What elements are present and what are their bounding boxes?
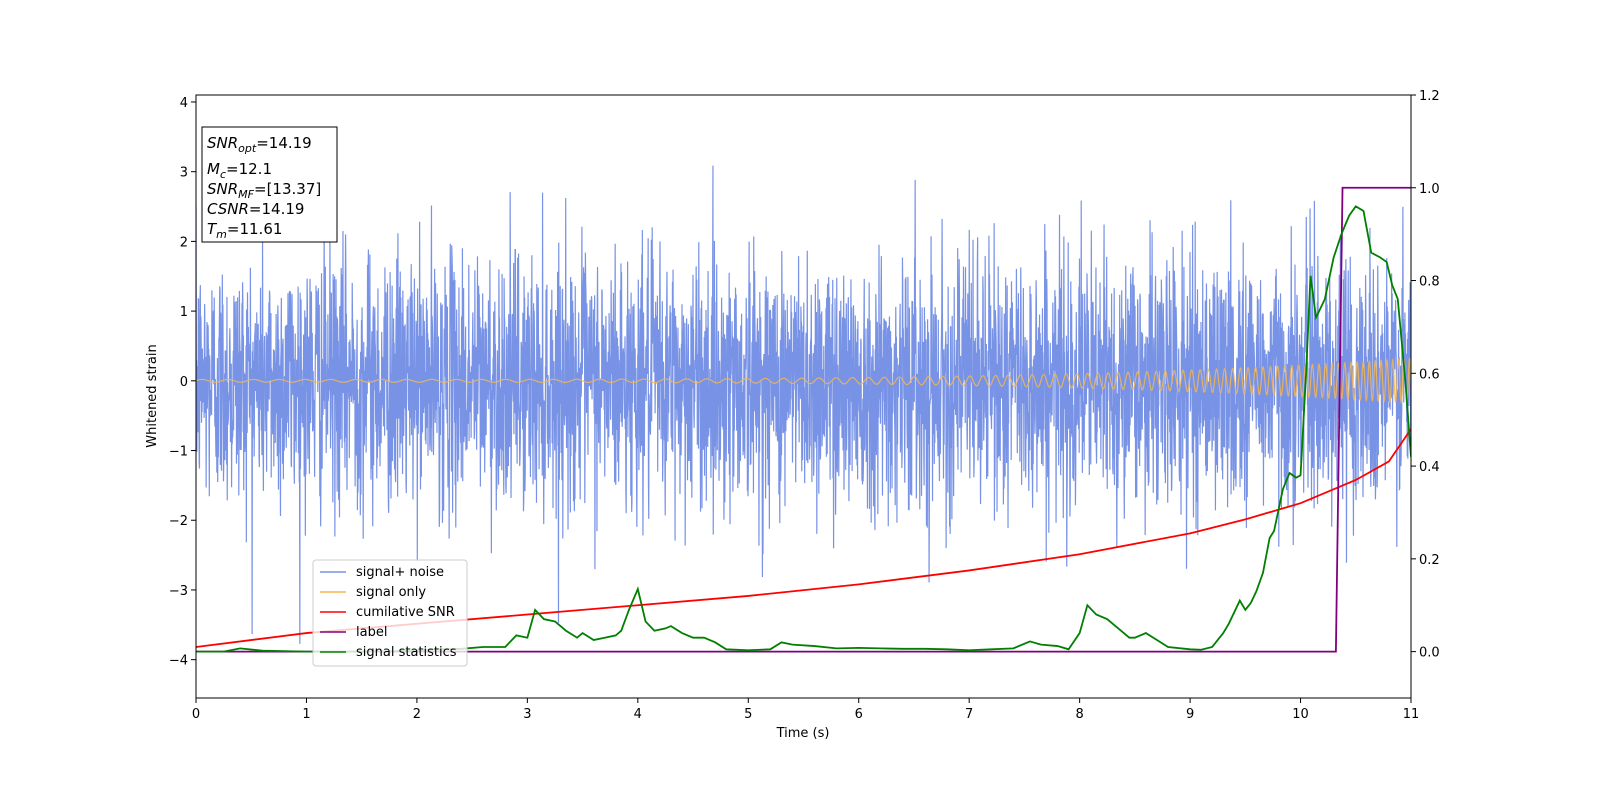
x-tick-label: 0: [192, 707, 200, 722]
legend-label-signal-statistics: signal statistics: [356, 645, 457, 660]
y-left-tick-label: 4: [180, 96, 188, 111]
mc-value: =12.1: [226, 160, 272, 178]
legend-label-cumulative-snr: cumilative SNR: [356, 605, 455, 620]
y-left-tick-label: −1: [169, 445, 188, 460]
y-left-tick-label: −4: [169, 654, 188, 669]
x-tick-label: 6: [855, 707, 863, 722]
y-right-tick-label: 0.2: [1419, 553, 1440, 568]
stats-annotation: SNRopt=14.19 Mc=12.1 SNRMF=[13.37] CSNR=…: [201, 126, 338, 243]
y-right-tick-label: 1.2: [1419, 89, 1440, 104]
series-signal-statistics: [196, 205, 1411, 653]
x-tick-label: 10: [1292, 707, 1309, 722]
plot-frame: [195, 94, 1412, 699]
x-tick-label: 3: [523, 707, 531, 722]
y-axis-right: 0.0 0.2 0.4 0.6 0.8 1.0 1.2: [1411, 89, 1440, 661]
legend-label-signal-only: signal only: [356, 585, 426, 600]
series-signal-only: [196, 357, 1411, 405]
series-label: [196, 186, 1411, 653]
legend-label-label: label: [356, 625, 387, 640]
x-tick-label: 2: [413, 707, 421, 722]
y-axis-left: −4 −3 −2 −1 0 1 2 3 4: [169, 96, 196, 669]
y-left-tick-label: −2: [169, 514, 188, 529]
x-axis-label: Time (s): [776, 726, 830, 741]
x-axis: 0 1 2 3 4 5 6 7 8 9 10 11: [192, 698, 1419, 722]
y-left-tick-label: −3: [169, 584, 188, 599]
y-right-tick-label: 0.8: [1419, 275, 1440, 290]
x-tick-label: 4: [634, 707, 642, 722]
legend-box: [312, 559, 468, 667]
y-left-tick-label: 1: [180, 305, 188, 320]
svg-text:CSNR=14.19: CSNR=14.19: [207, 200, 304, 218]
y-axis-label: Whitened strain: [145, 344, 160, 447]
annotation-box: [201, 126, 338, 243]
csnr-value: =14.19: [249, 200, 305, 218]
legend-label-signal-noise: signal+ noise: [356, 565, 444, 580]
svg-text:Tm=11.61: Tm=11.61: [207, 220, 282, 241]
legend: signal+ noise signal only cumilative SNR…: [312, 559, 468, 667]
y-right-tick-label: 0.6: [1419, 367, 1440, 382]
x-tick-label: 5: [744, 707, 752, 722]
series-signal-noise: [196, 165, 1411, 644]
snr-opt-value: =14.19: [256, 134, 312, 152]
y-right-tick-label: 0.4: [1419, 460, 1440, 475]
snr-mf-value: =[13.37]: [254, 180, 321, 198]
svg-text:SNRMF=[13.37]: SNRMF=[13.37]: [207, 180, 321, 201]
y-right-tick-label: 0.0: [1419, 646, 1440, 661]
y-right-tick-label: 1.0: [1419, 182, 1440, 197]
y-left-tick-label: 0: [180, 375, 188, 390]
x-tick-label: 1: [302, 707, 310, 722]
x-tick-label: 7: [965, 707, 973, 722]
svg-text:Mc=12.1: Mc=12.1: [207, 160, 272, 181]
x-tick-label: 11: [1403, 707, 1420, 722]
y-left-tick-label: 2: [180, 235, 188, 250]
tm-value: =11.61: [227, 220, 283, 238]
y-left-tick-label: 3: [180, 166, 188, 181]
svg-text:SNRopt=14.19: SNRopt=14.19: [207, 134, 312, 155]
x-tick-label: 8: [1075, 707, 1083, 722]
x-tick-label: 9: [1186, 707, 1194, 722]
